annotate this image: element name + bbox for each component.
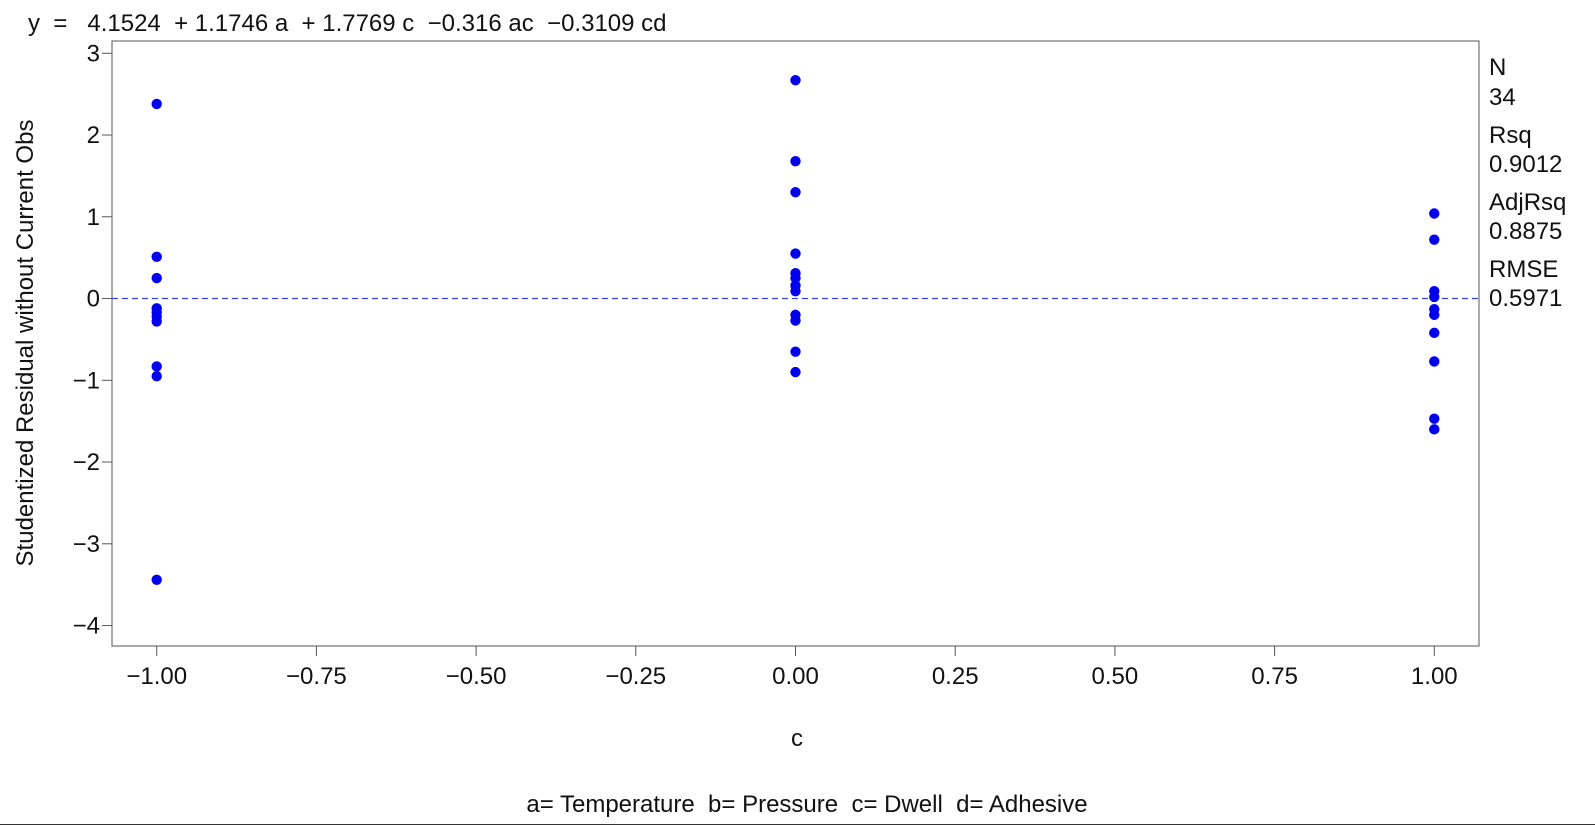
data-point: [151, 371, 162, 382]
data-point: [151, 316, 162, 327]
data-point: [1429, 309, 1440, 321]
data-point: [790, 248, 801, 259]
data-point: [790, 75, 801, 86]
data-point: [790, 285, 801, 297]
stat-rsq-value: 0.9012: [1489, 151, 1562, 178]
x-axis-label: c: [791, 725, 803, 752]
plot-frame: [111, 40, 1480, 647]
y-axis: 3 2 1 0 −1 −2 −3 −4: [73, 40, 112, 640]
x-tick-label: −0.75: [286, 663, 347, 690]
stat-rsq-label: Rsq: [1489, 122, 1532, 149]
data-point: [151, 272, 162, 284]
y-tick-label: 3: [87, 40, 100, 67]
x-tick-label: 1.00: [1411, 663, 1458, 690]
y-tick-label: 0: [87, 286, 100, 313]
stat-rmse-value: 0.5971: [1489, 285, 1562, 312]
stat-rmse-label: RMSE: [1489, 256, 1558, 283]
fit-statistics-panel: N 34 Rsq 0.9012 AdjRsq 0.8875 RMSE 0.597…: [1489, 54, 1566, 312]
x-axis: −1.00 −0.75 −0.50 −0.25 0.00 0.25 0.50 0.75 1.00: [126, 646, 1458, 690]
data-point: [1429, 291, 1440, 303]
x-tick-label: 0.25: [932, 663, 979, 690]
data-point: [790, 272, 801, 284]
data-point: [1429, 208, 1440, 219]
y-tick-label: −4: [73, 613, 100, 640]
chart-title: y = 4.1524 + 1.1746 a + 1.7769 c −0.316 …: [28, 10, 667, 37]
data-point: [790, 366, 801, 378]
y-axis-label: Studentized Residual without Current Obs: [12, 120, 39, 567]
y-tick-label: 1: [87, 204, 100, 231]
data-point: [151, 98, 162, 110]
x-tick-label: 0.75: [1251, 663, 1298, 690]
data-point: [790, 346, 801, 357]
data-point: [1429, 356, 1440, 367]
data-point: [790, 315, 801, 326]
y-tick-label: −1: [73, 367, 100, 394]
y-tick-label: 2: [87, 122, 100, 149]
stat-adjrsq-value: 0.8875: [1489, 218, 1562, 245]
x-tick-label: −0.25: [605, 663, 666, 690]
data-point: [151, 251, 162, 263]
x-tick-label: 0.50: [1092, 663, 1139, 690]
stat-n-value: 34: [1489, 84, 1516, 111]
data-points: [151, 75, 1440, 585]
variable-legend-footnote: a= Temperature b= Pressure c= Dwell d= A…: [526, 791, 1087, 818]
data-point: [1429, 424, 1440, 435]
y-tick-label: −2: [73, 449, 100, 476]
data-point: [790, 155, 801, 167]
data-point: [1429, 327, 1440, 339]
stat-adjrsq-label: AdjRsq: [1489, 189, 1566, 216]
stat-n-label: N: [1489, 54, 1506, 81]
x-tick-label: −1.00: [126, 663, 187, 690]
y-tick-label: −3: [73, 531, 100, 558]
data-point: [1429, 413, 1440, 424]
x-tick-label: 0.00: [772, 663, 819, 690]
data-point: [790, 187, 801, 198]
x-tick-label: −0.50: [446, 663, 507, 690]
data-point: [1429, 234, 1440, 245]
data-point: [151, 574, 162, 585]
data-point: [151, 361, 162, 372]
